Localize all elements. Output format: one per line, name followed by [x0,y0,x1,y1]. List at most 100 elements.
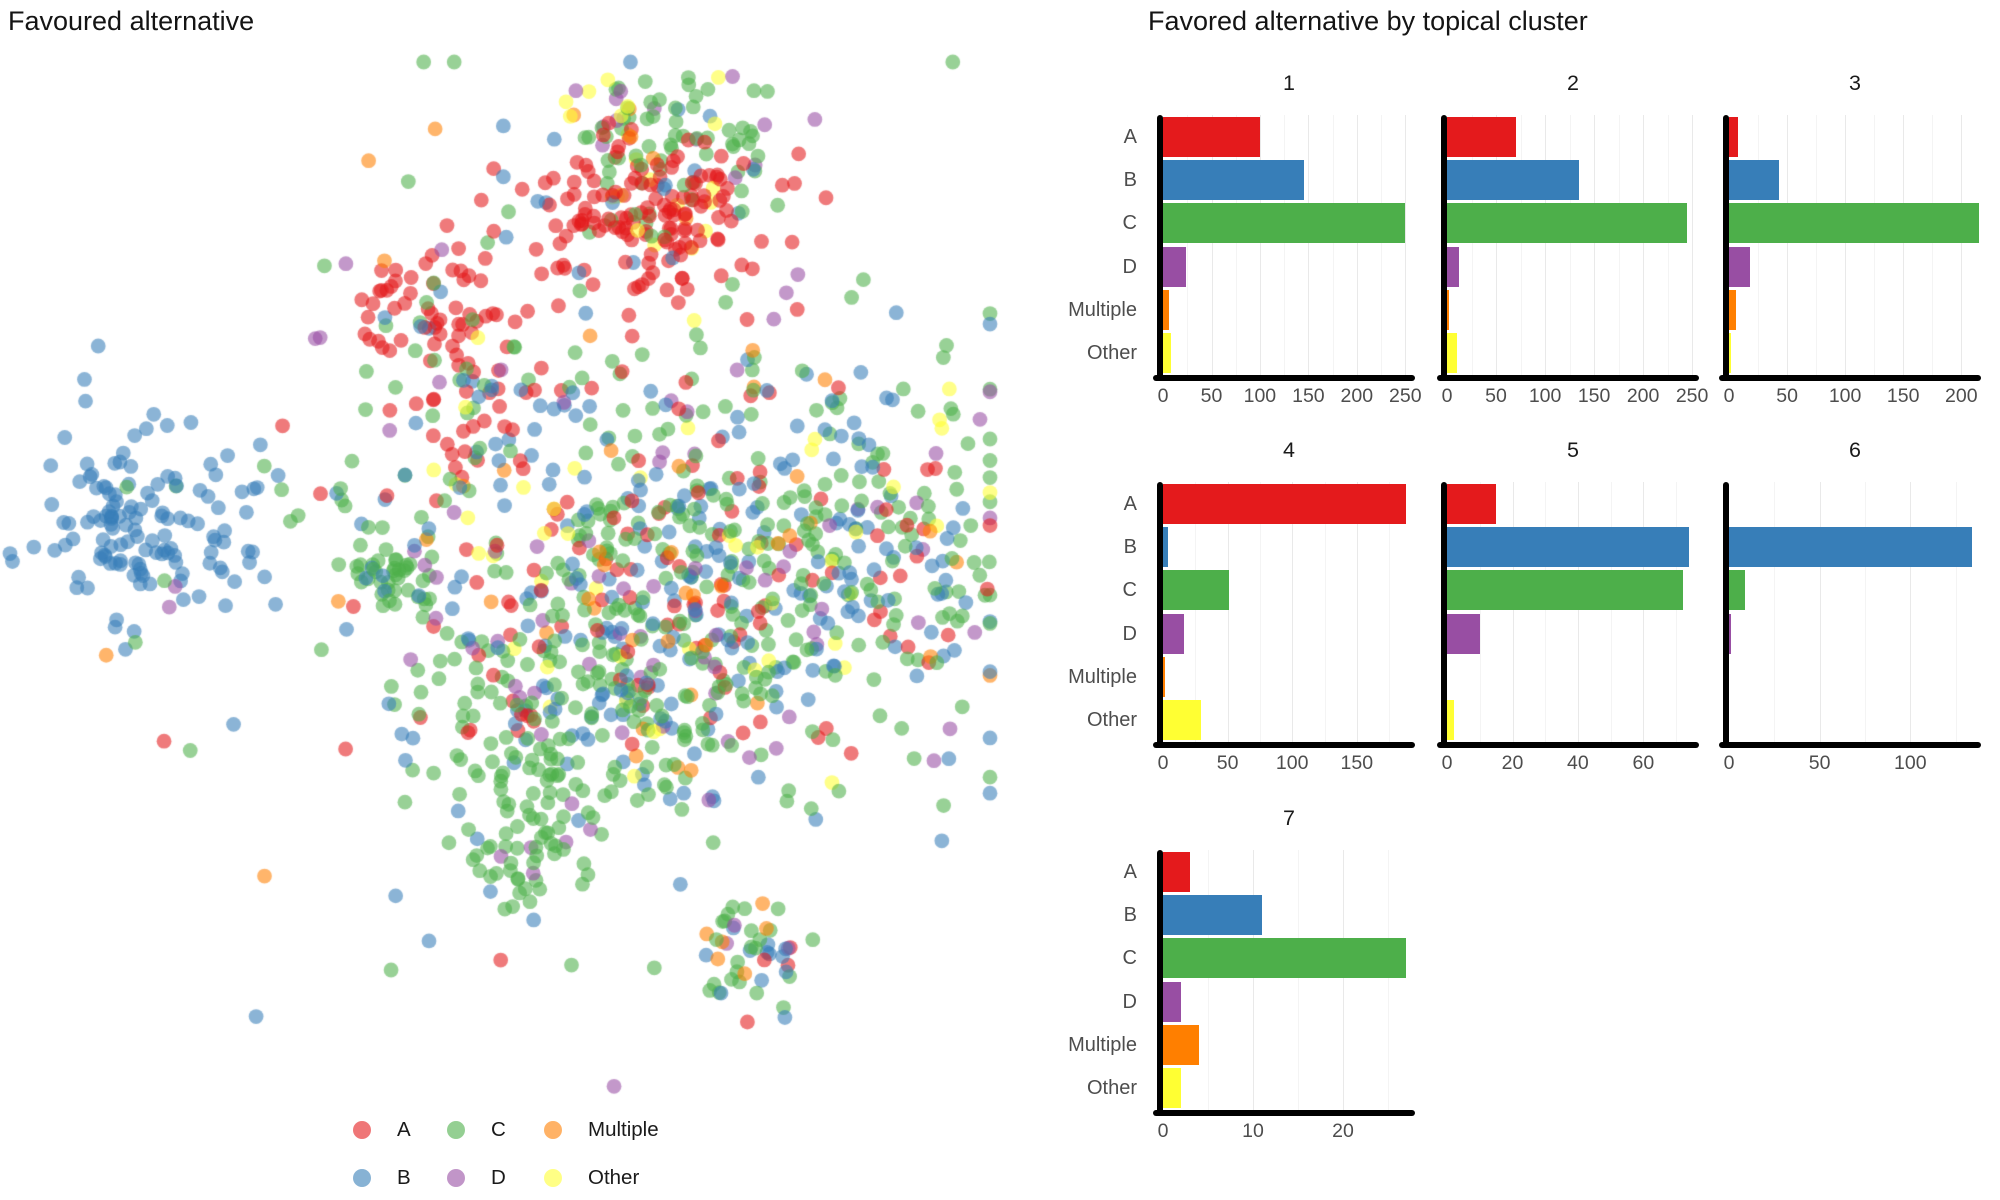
gridline-minor [1774,482,1776,742]
gridline-minor [1284,115,1286,375]
facet-panel [1163,482,1415,742]
scatter-plot-canvas [0,50,1000,1130]
x-tick-label: 150 [1886,385,1920,407]
x-tick-label: 0 [1723,752,1735,774]
x-tick-label: 60 [1632,752,1655,774]
gridline-minor [1932,115,1934,375]
bar-a [1447,483,1497,524]
category-label-d: D [1122,255,1137,278]
category-label-other: Other [1086,709,1137,732]
legend-dot-b-icon [353,1169,371,1187]
bar-c [1729,570,1746,611]
bar-multiple [1447,290,1449,330]
gridline-major [1961,115,1963,375]
category-label-a: A [1123,125,1137,148]
facet-panel [1729,115,1981,375]
facet-title: 1 [1283,71,1295,95]
bar-b [1163,160,1304,200]
x-tick-label: 100 [1894,752,1927,774]
gridline-minor [1610,482,1612,742]
y-axis-line [1723,482,1729,748]
y-axis-line [1441,482,1447,748]
legend-item-c: C [447,1118,506,1142]
y-axis-line [1157,115,1163,381]
bar-c [1163,570,1229,611]
y-axis-line [1723,115,1729,381]
bar-multiple [1163,290,1169,330]
gridline-major [1845,115,1847,375]
gridline-minor [1667,115,1669,375]
y-axis-line [1441,115,1447,381]
gridline-minor [1388,850,1389,1110]
category-label-a: A [1123,860,1137,883]
bar-d [1729,613,1731,654]
scatter-title: Favoured alternative [8,6,255,36]
x-tick-label: 50 [1200,385,1223,407]
gridline-major [1692,115,1694,375]
gridline-major [1545,115,1547,375]
x-tick-label: 0 [1723,385,1735,407]
x-tick-label: 150 [1340,752,1374,774]
gridline-major [1496,115,1497,375]
gridline-minor [1865,482,1866,742]
gridline-major [1512,482,1514,742]
x-tick-label: 50 [1485,385,1507,407]
bar-b [1729,527,1972,567]
x-tick-label: 200 [1945,385,1978,407]
legend-dot-multiple-icon [544,1121,562,1139]
gridline-minor [1569,115,1571,375]
gridline-major [1211,115,1213,375]
facet-title: 7 [1283,806,1295,830]
facets-title: Favored alternative by topical cluster [1148,6,1588,36]
x-tick-label: 250 [1675,385,1709,407]
gridline-major [1259,115,1261,375]
bar-b [1163,895,1262,935]
category-label-d: D [1122,622,1137,645]
x-axis-line [1719,375,1981,381]
x-tick-label: 100 [1828,385,1862,407]
bar-d [1163,981,1181,1022]
x-tick-label: 50 [1216,752,1239,774]
category-label-c: C [1122,579,1137,602]
gridline-minor [1676,482,1678,742]
gridline-minor [1874,115,1876,375]
legend-label: A [397,1118,411,1141]
facet-title: 5 [1567,438,1579,462]
x-axis-line [1437,375,1699,381]
bar-a [1447,116,1516,157]
gridline-minor [1758,115,1759,375]
gridline-major [1405,115,1407,375]
category-label-b: B [1123,904,1137,926]
bar-other [1729,333,1731,374]
gridline-minor [1471,115,1473,375]
category-label-b: B [1123,536,1137,558]
gridline-minor [1479,482,1481,742]
bar-c [1163,203,1406,244]
category-label-other: Other [1086,1077,1137,1100]
x-tick-label: 150 [1292,385,1325,407]
legend-dot-c-icon [447,1121,465,1139]
bar-multiple [1729,290,1736,330]
x-tick-label: 40 [1567,752,1589,774]
legend-dot-a-icon [353,1121,371,1139]
bar-a [1163,116,1260,157]
facet-panel [1447,482,1699,742]
bar-c [1163,938,1406,979]
gridline-major [1356,482,1358,742]
facet-panel [1729,482,1981,742]
gridline-minor [1324,482,1326,742]
bar-d [1729,246,1750,287]
category-label-d: D [1122,990,1137,1013]
category-label-b: B [1123,169,1137,191]
legend-dot-other-icon [544,1169,562,1187]
x-tick-label: 100 [1275,752,1309,774]
facet-panel [1163,115,1415,375]
y-axis-line [1157,850,1163,1116]
gridline-minor [1389,482,1391,742]
x-tick-label: 50 [1776,385,1798,407]
x-tick-label: 50 [1808,752,1831,774]
legend-item-d: D [447,1166,506,1190]
gridline-major [1356,115,1358,375]
category-label-multiple: Multiple [1068,666,1137,688]
